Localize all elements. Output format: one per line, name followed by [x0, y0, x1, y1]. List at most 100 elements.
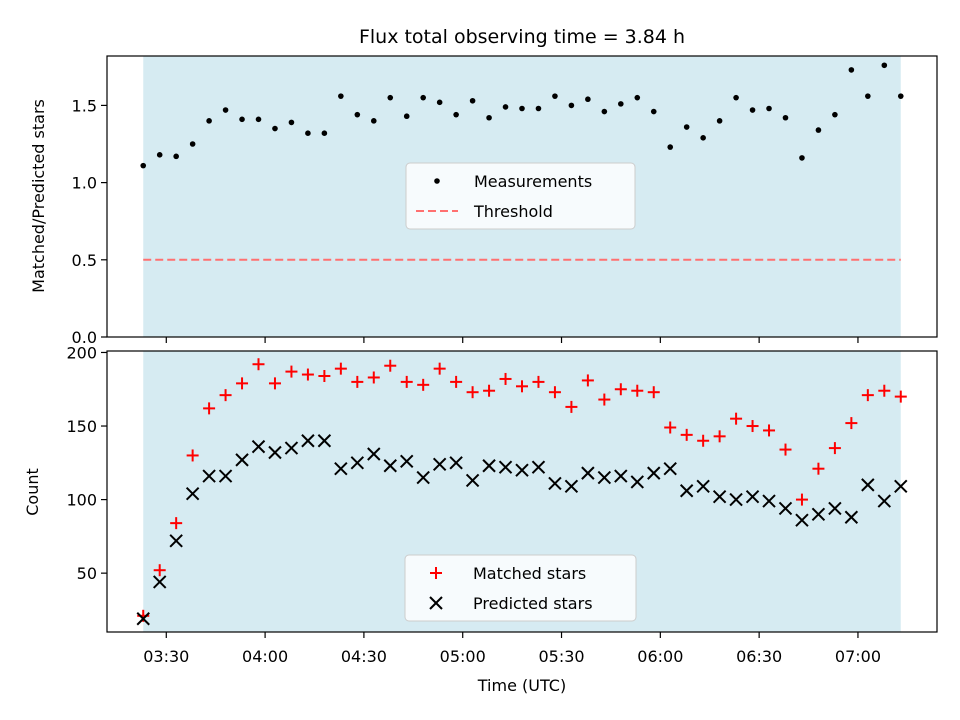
matched-star-point: [730, 412, 743, 425]
bottom-x-ticks: 03:30 04:00 04:30 05:00 05:30 06:00 06:30 07:00: [143, 632, 881, 666]
matched-star-point: [894, 390, 907, 403]
predicted-star-point: [169, 534, 183, 548]
measurement-point: [667, 144, 674, 150]
matched-star-point: [647, 386, 660, 399]
matched-star-point: [795, 493, 808, 506]
predicted-star-point: [383, 459, 397, 473]
measurement-point: [338, 93, 344, 99]
measurement-point: [239, 116, 245, 123]
measurement-point: [519, 105, 525, 112]
predicted-star-point: [152, 575, 167, 589]
measurement-point: [585, 96, 591, 103]
measurement-point: [321, 130, 328, 136]
predicted-star-point: [894, 479, 908, 494]
predicted-star-point: [877, 494, 892, 508]
top-y-ticks: 0.0 0.5 1.0 1.5: [72, 96, 107, 347]
measurement-point: [387, 94, 394, 101]
matched-star-point: [318, 370, 331, 383]
measurement-point: [782, 114, 789, 121]
bottom-y-tick-label: 150: [66, 417, 97, 436]
measurement-point: [683, 124, 690, 130]
matched-star-point: [565, 400, 578, 413]
measurement-point: [206, 118, 212, 124]
matched-star-point: [301, 368, 314, 381]
x-tick-label: 05:00: [440, 647, 486, 666]
legend-matched-label: Matched stars: [473, 564, 586, 583]
legend-measurements-marker: [434, 178, 440, 184]
measurement-point: [469, 97, 476, 104]
predicted-star-point: [218, 469, 233, 483]
matched-star-point: [680, 428, 693, 441]
matched-star-point: [763, 424, 776, 437]
matched-star-point: [170, 517, 183, 530]
predicted-star-point: [334, 461, 348, 476]
matched-star-point: [186, 449, 199, 462]
top-y-axis-label: Matched/Predicted stars: [29, 99, 48, 293]
bottom-y-tick-label: 50: [77, 564, 97, 583]
measurement-point: [650, 108, 657, 115]
predicted-star-point: [696, 479, 710, 494]
measurement-point: [403, 113, 410, 120]
top-y-tick-label: 0.0: [72, 328, 97, 347]
matched-star-point: [433, 362, 446, 375]
predicted-star-point: [564, 479, 579, 494]
predicted-star-point: [416, 470, 430, 485]
x-axis-label: Time (UTC): [477, 676, 566, 695]
predicted-star-point: [663, 461, 677, 476]
chart-title: Flux total observing time = 3.84 h: [359, 26, 685, 48]
matched-star-point: [268, 377, 281, 390]
predicted-star-point: [235, 453, 249, 467]
measurement-point: [618, 101, 624, 107]
x-tick-label: 06:30: [736, 647, 782, 666]
measurement-point: [601, 108, 608, 115]
predicted-star-point: [795, 513, 809, 527]
predicted-star-point: [400, 454, 414, 469]
predicted-star-point: [597, 470, 612, 485]
bottom-y-tick-label: 100: [66, 491, 97, 510]
measurement-point: [799, 155, 805, 161]
matched-star-point: [548, 386, 561, 399]
predicted-star-point: [317, 434, 332, 448]
top-x-ticks: [165, 337, 859, 343]
matched-star-point: [384, 359, 397, 372]
matched-star-point: [532, 375, 545, 388]
predicted-star-point: [284, 441, 299, 455]
x-tick-label: 06:00: [637, 647, 683, 666]
measurement-point: [222, 107, 229, 113]
matched-star-point: [252, 358, 265, 371]
x-tick-label: 04:30: [341, 647, 387, 666]
measurement-point: [881, 62, 888, 69]
predicted-star-point: [449, 456, 463, 470]
x-tick-label: 03:30: [143, 647, 189, 666]
top-axes-frame: [106, 55, 938, 338]
measurement-point: [749, 107, 756, 113]
measurement-point: [766, 105, 772, 112]
matched-star-point: [697, 434, 710, 447]
measurement-point: [255, 116, 262, 123]
predicted-star-point: [614, 469, 628, 483]
top-legend: Measurements Threshold: [405, 162, 636, 230]
measurement-point: [305, 130, 311, 136]
matched-star-point: [779, 443, 792, 456]
measurement-point: [486, 114, 492, 121]
matched-star-point: [828, 442, 841, 455]
measurement-point: [634, 94, 641, 101]
x-tick-label: 04:00: [242, 647, 288, 666]
matched-star-point: [450, 375, 463, 388]
predicted-star-point: [202, 469, 216, 483]
predicted-star-point: [828, 501, 842, 516]
top-marks: [140, 62, 904, 261]
predicted-star-point: [778, 501, 793, 516]
matched-star-point: [483, 384, 496, 397]
measurement-point: [700, 135, 706, 141]
matched-star-point: [614, 383, 627, 396]
bottom-axes-frame: [106, 350, 938, 633]
predicted-star-point: [630, 475, 644, 489]
matched-star-point: [400, 375, 413, 388]
matched-star-point: [516, 380, 528, 393]
bottom-y-axis-label: Count: [23, 468, 42, 516]
matched-star-point: [351, 375, 364, 388]
measurement-point: [173, 153, 179, 160]
measurement-point: [716, 118, 723, 124]
